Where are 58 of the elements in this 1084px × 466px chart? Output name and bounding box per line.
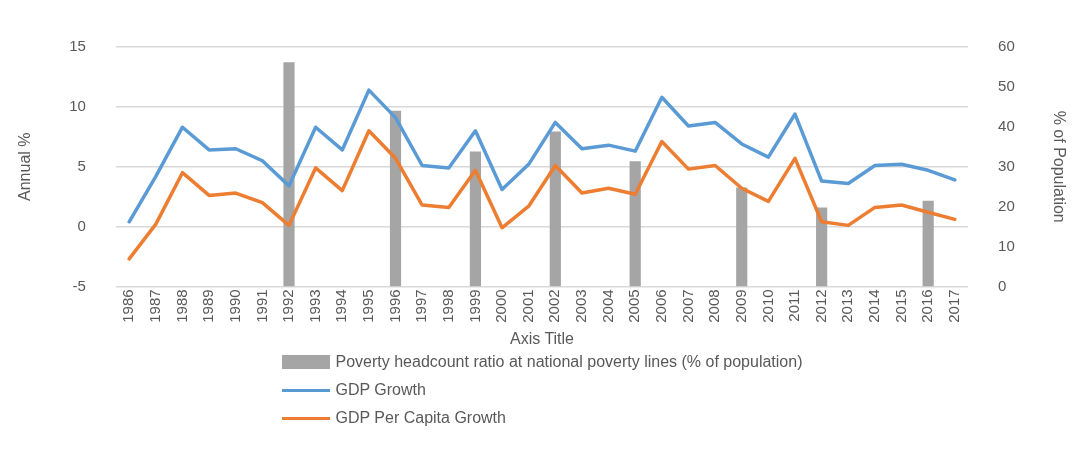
x-tick-label: 2001 [518,289,536,323]
y2-axis-title: % of Population [1050,110,1068,223]
bar [549,131,561,287]
x-tick-label: 1991 [252,289,270,323]
bar [389,110,402,287]
x-tick-label: 1986 [119,289,137,323]
bar [283,62,295,287]
x-tick-label: 1989 [199,289,217,323]
x-tick-label: 1993 [305,289,323,323]
x-tick-label: 1999 [465,289,483,323]
y-tick-label: -5 [72,276,86,294]
y2-tick-label: 40 [998,116,1015,134]
x-tick-label: 2000 [492,289,510,323]
x-tick-label: 2016 [918,289,936,323]
legend-label: GDP Growth [335,381,426,399]
y2-tick-label: 50 [998,77,1015,95]
y2-tick-label: 30 [998,156,1015,174]
y2-tick-label: 60 [998,37,1015,55]
bar [816,207,828,287]
legend-label: Poverty headcount ratio at national poverty lines (% of population) [335,353,803,371]
x-tick-label: 2003 [572,289,590,323]
x-tick-label: 2009 [731,289,749,323]
x-tick-label: 1995 [359,289,377,323]
bar [469,151,482,287]
x-tick-label: 2005 [625,289,643,323]
x-tick-label: 2006 [651,289,669,323]
y2-tick-label: 10 [998,236,1015,254]
x-tick-label: 1998 [438,289,456,323]
x-tick-label: 2012 [811,289,829,323]
legend-label: GDP Per Capita Growth [335,409,506,427]
x-tick-label: 2013 [838,289,856,323]
x-tick-label: 2010 [758,289,776,323]
bar [629,161,641,287]
x-axis-title: Axis Title [509,329,575,347]
y-tick-label: 0 [77,216,86,234]
x-tick-label: 1988 [172,289,190,323]
x-tick-label: 2008 [705,289,723,323]
bar [922,200,934,287]
x-tick-label: 2007 [678,289,696,323]
x-tick-label: 2015 [891,289,909,323]
y-tick-label: 5 [77,156,86,174]
x-tick-label: 1990 [225,289,243,323]
x-tick-label: 2002 [545,289,563,323]
bar [736,187,748,287]
x-tick-label: 2014 [865,289,883,323]
y2-tick-label: 0 [998,276,1007,294]
y-tick-label: 10 [69,97,86,114]
x-tick-label: 2017 [944,289,962,323]
x-tick-label: 1997 [412,289,430,323]
y2-tick-label: 20 [998,196,1015,214]
y-axis-title: Annual % [16,132,34,201]
x-tick-label: 2004 [598,289,616,323]
x-tick-label: 1987 [145,289,163,323]
x-tick-label: 1992 [279,289,297,323]
y-tick-label: 15 [69,37,86,55]
x-tick-label: 1994 [332,289,350,323]
x-tick-label: 2011 [785,289,803,322]
x-tick-label: 1996 [385,289,403,323]
